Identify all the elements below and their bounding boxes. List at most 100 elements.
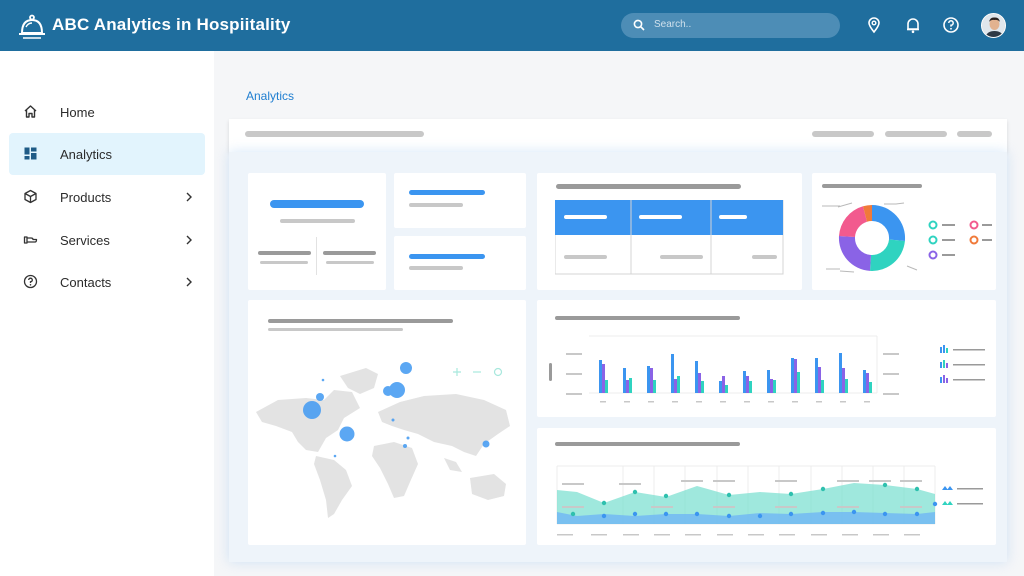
donut-slice [839, 206, 867, 237]
chart-bar [863, 370, 866, 393]
kpi-card [248, 173, 386, 290]
chart-bar [626, 380, 629, 393]
stat-card [394, 173, 526, 228]
sidebar-item-services[interactable]: Services [9, 219, 205, 261]
toolbar-action-placeholder[interactable] [885, 131, 947, 137]
area-chart-card [537, 428, 996, 545]
world-map-card [248, 300, 526, 545]
help-circle-icon [23, 274, 38, 289]
chart-bar [647, 366, 650, 393]
chart-bar [767, 370, 770, 393]
page-title: Analytics [246, 89, 295, 103]
x-tick-placeholder [840, 401, 846, 403]
area-chart [556, 465, 983, 536]
chart-bar [815, 358, 818, 393]
table-header-cell [719, 215, 747, 219]
location-icon[interactable] [865, 16, 883, 34]
sidebar-item-label: Home [60, 105, 95, 120]
sidebar-item-analytics[interactable]: Analytics [9, 133, 205, 175]
chart-bar [746, 376, 749, 393]
kpi-label-placeholder [258, 251, 311, 255]
world-map [256, 362, 510, 518]
table-title-placeholder [556, 184, 741, 189]
sidebar-item-home[interactable]: Home [9, 91, 205, 133]
filter-toolbar [229, 119, 1007, 152]
toolbar-action-placeholder[interactable] [957, 131, 992, 137]
chart-bar [674, 379, 677, 393]
x-tick-placeholder [696, 401, 702, 403]
chart-scroll-handle [549, 363, 552, 381]
x-tick-placeholder [768, 401, 774, 403]
area-chart-title-placeholder [555, 442, 740, 446]
search-bar[interactable]: Search.. [621, 13, 840, 38]
bar-chart [549, 335, 985, 403]
sidebar-item-label: Contacts [60, 275, 112, 290]
table-header-cell [639, 215, 682, 219]
chart-bar [719, 381, 722, 393]
x-tick-placeholder [744, 401, 750, 403]
donut-legend [928, 220, 992, 260]
bar-chart-legend [940, 345, 985, 383]
dashboard-icon [24, 147, 37, 160]
chart-bar [602, 364, 605, 393]
data-table [555, 200, 784, 275]
chevron-right-icon [186, 235, 192, 245]
area-chart-legend [942, 486, 983, 505]
donut-slice [838, 236, 871, 271]
bar-chart-card [537, 300, 996, 417]
chart-bar [722, 376, 725, 393]
chart-bar [773, 380, 776, 393]
sidebar: Home Analytics Products Services [0, 51, 214, 576]
sidebar-item-label: Products [60, 190, 112, 205]
x-tick-placeholder [648, 401, 654, 403]
toolbar-action-placeholder[interactable] [812, 131, 874, 137]
stat-highlight-bar [409, 254, 485, 259]
chart-bar [749, 381, 752, 393]
sidebar-item-products[interactable]: Products [9, 176, 205, 218]
chart-bar [605, 380, 608, 393]
stat-highlight-bar [409, 190, 485, 195]
help-icon[interactable] [942, 16, 960, 34]
chart-bar [677, 376, 680, 393]
chart-bar [797, 372, 800, 393]
x-tick-placeholder [600, 401, 606, 403]
bar-chart-title-placeholder [555, 316, 740, 320]
donut-title-placeholder [822, 184, 922, 188]
x-tick-placeholder [816, 401, 822, 403]
chart-bar [770, 379, 773, 393]
chart-bar [821, 380, 824, 393]
chart-bar [818, 367, 821, 393]
map-markers [303, 362, 490, 458]
dashboard-area [229, 152, 1007, 562]
search-placeholder: Search.. [654, 19, 692, 30]
service-icon [23, 236, 38, 244]
chart-bar [845, 379, 848, 393]
chart-bar [623, 368, 626, 393]
sidebar-item-label: Services [60, 233, 110, 248]
kpi-highlight-bar [270, 200, 364, 208]
sidebar-item-contacts[interactable]: Contacts [9, 261, 205, 303]
donut-slice [863, 205, 872, 222]
chart-bar [842, 368, 845, 393]
chart-bar [743, 371, 746, 393]
bell-icon[interactable] [904, 16, 922, 34]
chart-bar [866, 373, 869, 393]
toolbar-title-placeholder [245, 131, 424, 137]
bar-groups [599, 353, 872, 403]
user-avatar[interactable] [981, 13, 1006, 38]
app-title: ABC Analytics in Hospiitality [52, 15, 291, 34]
chart-bar [725, 385, 728, 393]
x-tick-placeholder [864, 401, 870, 403]
chevron-right-icon [186, 277, 192, 287]
kpi-caption-placeholder [280, 219, 355, 223]
chart-bar [650, 368, 653, 393]
chevron-right-icon [186, 192, 192, 202]
map-zoom-controls [453, 367, 503, 377]
chart-bar [701, 381, 704, 393]
kpi-label-placeholder [323, 251, 376, 255]
search-icon [633, 19, 645, 31]
chart-bar [653, 380, 656, 393]
table-header-cell [564, 215, 607, 219]
chart-bar [629, 378, 632, 393]
x-tick-placeholder [792, 401, 798, 403]
